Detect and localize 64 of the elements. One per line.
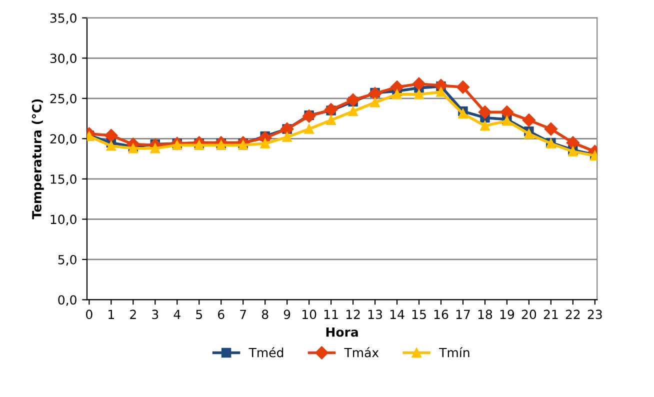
point [370, 98, 380, 108]
point [392, 90, 402, 100]
x-tick-label: 22 [566, 310, 580, 319]
y-tick-label: 10,0 [50, 214, 76, 226]
legend-label: Tmín [439, 347, 470, 358]
point [368, 86, 382, 100]
y-tick-label: 20,0 [50, 134, 76, 145]
point [522, 114, 536, 127]
point [500, 106, 514, 119]
x-tick-label: 16 [434, 310, 448, 320]
y-tick-label: 5,0 [58, 254, 76, 266]
point [346, 93, 360, 107]
point [260, 138, 270, 148]
x-axis-title: Hora [326, 327, 358, 337]
y-tick-label: 15,0 [50, 174, 76, 186]
x-tick-label: 18 [478, 310, 492, 320]
x-tick-label: 23 [588, 310, 602, 320]
point [324, 103, 338, 116]
x-tick-label: 3 [152, 310, 158, 320]
x-tick-label: 5 [196, 310, 202, 320]
x-tick-label: 12 [346, 310, 360, 319]
point [524, 128, 534, 139]
point [544, 122, 558, 136]
point [436, 87, 446, 97]
point [304, 124, 314, 134]
point [390, 80, 404, 94]
legend-label: Tméd [248, 347, 284, 358]
point [458, 108, 468, 119]
point [414, 90, 424, 100]
x-tick-label: 14 [390, 310, 404, 319]
y-tick-label: 25,0 [50, 94, 76, 105]
x-tick-label: 7 [240, 310, 246, 319]
y-tick-label: 35,0 [50, 13, 76, 24]
point [150, 143, 160, 154]
point [302, 110, 316, 123]
x-tick-label: 9 [284, 310, 290, 320]
y-tick-label: 0,0 [58, 295, 76, 306]
x-tick-label: 15 [412, 310, 426, 320]
x-tick-label: 19 [500, 310, 514, 320]
x-tick-label: 11 [324, 310, 338, 319]
point [566, 136, 580, 150]
x-tick-label: 20 [522, 310, 536, 320]
legend-label: Tmáx [344, 347, 379, 358]
point [480, 120, 490, 131]
x-tick-label: 21 [544, 310, 558, 319]
x-tick-label: 17 [456, 310, 470, 319]
y-axis-title: Temperatura (°C) [32, 99, 44, 220]
y-tick-label: 30,0 [50, 54, 76, 64]
x-tick-label: 1 [108, 310, 114, 319]
point [412, 77, 426, 90]
point [456, 80, 470, 94]
point [478, 106, 492, 119]
point [106, 141, 116, 151]
x-tick-label: 2 [130, 310, 136, 319]
x-tick-label: 0 [86, 310, 92, 320]
x-tick-label: 13 [368, 310, 382, 320]
x-tick-label: 10 [302, 310, 316, 320]
x-tick-label: 8 [262, 310, 268, 320]
point [104, 128, 118, 142]
x-tick-label: 6 [218, 310, 224, 320]
x-tick-label: 4 [174, 310, 180, 319]
point [282, 132, 292, 142]
point [348, 106, 358, 116]
point [326, 115, 336, 126]
